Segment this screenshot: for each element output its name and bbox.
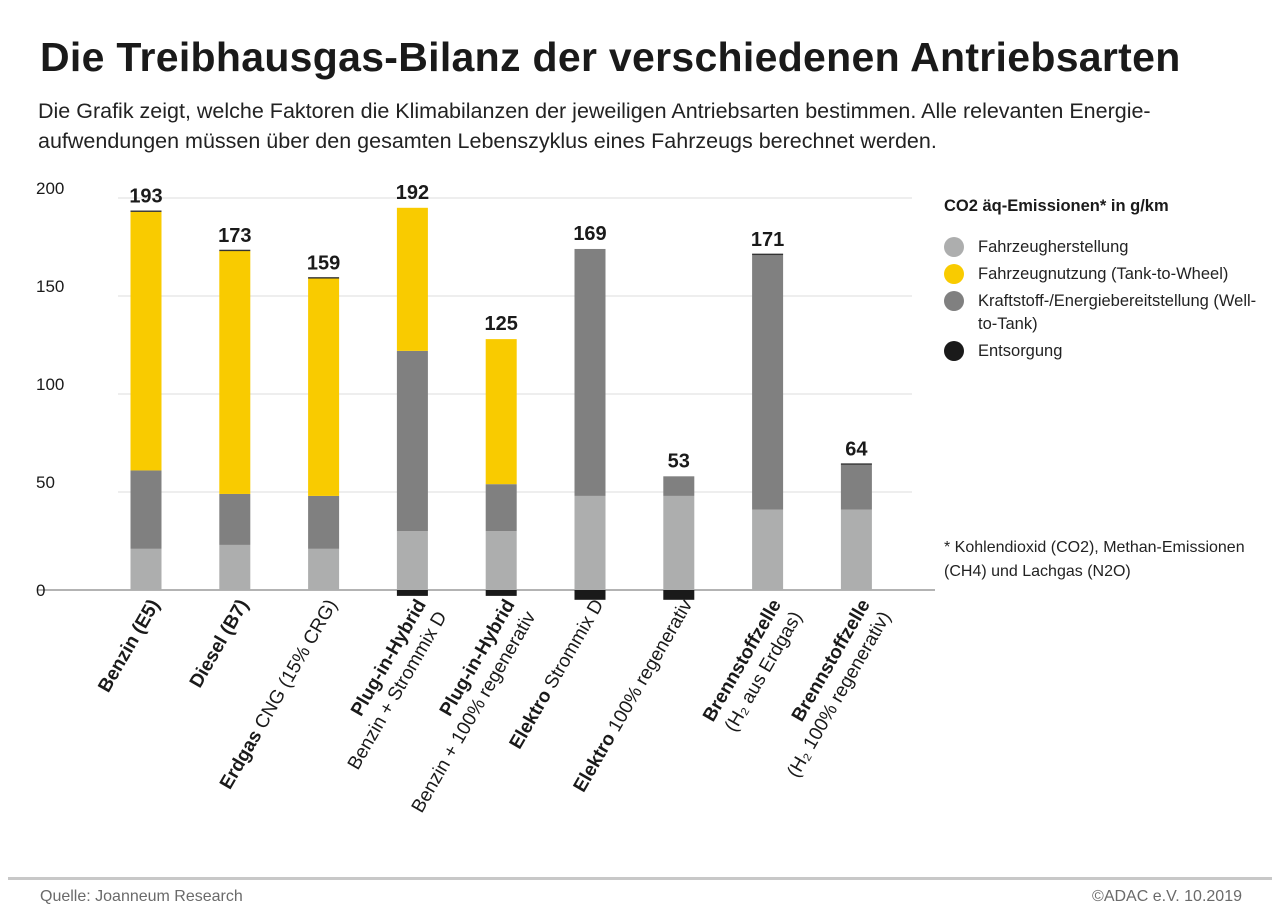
bar-segment-disposal [752,253,784,256]
bar-segment-disposal [574,590,606,600]
footnote: * Kohlendioxid (CO2), Methan-Emissionen … [944,539,1245,580]
y-tick-label: 150 [36,277,64,296]
bar-segment [663,495,695,590]
total-label: 53 [668,450,690,472]
x-axis-labels: Benzin (E5) Diesel (B7)Erdgas CNG (15% CR… [94,596,895,817]
bar-segment [840,464,872,510]
bar-segment [219,544,251,590]
legend-title: CO2 äq-Emissionen* in g/km [944,197,1169,215]
y-tick-label: 200 [36,179,64,198]
bar-segment [130,548,162,590]
copyright: ©ADAC e.V. 10.2019 [1092,888,1242,905]
total-label: 193 [129,186,162,208]
total-label: 171 [751,229,784,251]
legend-label: Fahrzeugnutzung (Tank-to-Wheel) [978,265,1229,283]
legend-swatch-icon [944,291,964,311]
stacked-bar-chart: 0 50 100 150 200 193 173 159 192 125 169 53 171 64 B… [36,179,935,817]
bar-segment [396,350,428,532]
legend-swatch-icon [944,237,964,257]
y-tick-label: 0 [36,581,45,600]
legend: Fahrzeugherstellung Fahrzeugnutzung (Tan… [944,236,1264,367]
total-label: 169 [573,223,606,245]
bar-segment [485,484,517,532]
y-tick-label: 100 [36,375,64,394]
bar-segment [485,339,517,485]
bar-segment [840,509,872,590]
legend-swatch-icon [944,341,964,361]
bar-segment-disposal [396,590,428,596]
bar-segment [308,278,340,496]
x-category-label: Benzin (E5) [94,596,164,696]
x-category-label: Diesel (B7) [186,596,253,692]
legend-label: Entsorgung [978,342,1063,360]
total-label: 159 [307,252,340,274]
legend-item-fahrzeugherstellung: Fahrzeugherstellung [944,236,1264,259]
bar-segment [130,211,162,471]
legend-item-tank-to-wheel: Fahrzeugnutzung (Tank-to-Wheel) [944,263,1264,286]
bar-segment [574,248,606,496]
legend-item-well-to-tank: Kraftstoff-/Energiebereitstellung (Well-… [944,290,1264,336]
total-label: 64 [845,439,868,461]
bar-segment [485,531,517,590]
y-axis-ticks: 0 50 100 150 200 [36,179,64,600]
bar-segment [219,493,251,545]
legend-swatch-icon [944,264,964,284]
bar-segment [130,470,162,549]
y-tick-label: 50 [36,473,55,492]
bar-segment-disposal [840,463,872,465]
total-label: 125 [485,313,518,335]
total-label: 173 [218,225,251,247]
chart-subtitle: Die Grafik zeigt, welche Faktoren die Kl… [38,99,1151,153]
x-label-line1: Benzin (E5) [94,596,164,696]
legend-label: Fahrzeugherstellung [978,238,1129,256]
bar-segment-disposal [130,210,162,212]
chart-title: Die Treibhausgas-Bilanz der verschiedene… [40,34,1181,80]
bar-segment-disposal [308,277,340,279]
bar-segment [752,509,784,590]
bar-segment [752,254,784,510]
footer-divider [8,877,1272,880]
source-credit: Quelle: Joanneum Research [40,888,243,905]
bar-segment [396,207,428,351]
bar-segment [574,495,606,590]
bar-segment [396,531,428,590]
bar-segment [663,476,695,496]
legend-item-entsorgung: Entsorgung [944,340,1264,363]
bar-segment-disposal [485,590,517,596]
bar-segment-disposal [663,590,695,600]
total-label: 192 [396,182,429,204]
legend-label: Kraftstoff-/Energiebereitstellung (Well-… [978,292,1257,333]
x-label-line1: Diesel (B7) [186,596,253,692]
total-labels: 193 173 159 192 125 169 53 171 64 [129,182,868,473]
bars [130,207,872,600]
bar-segment [308,548,340,590]
bar-segment-disposal [219,249,251,252]
bar-segment [219,250,251,494]
bar-segment [308,495,340,549]
